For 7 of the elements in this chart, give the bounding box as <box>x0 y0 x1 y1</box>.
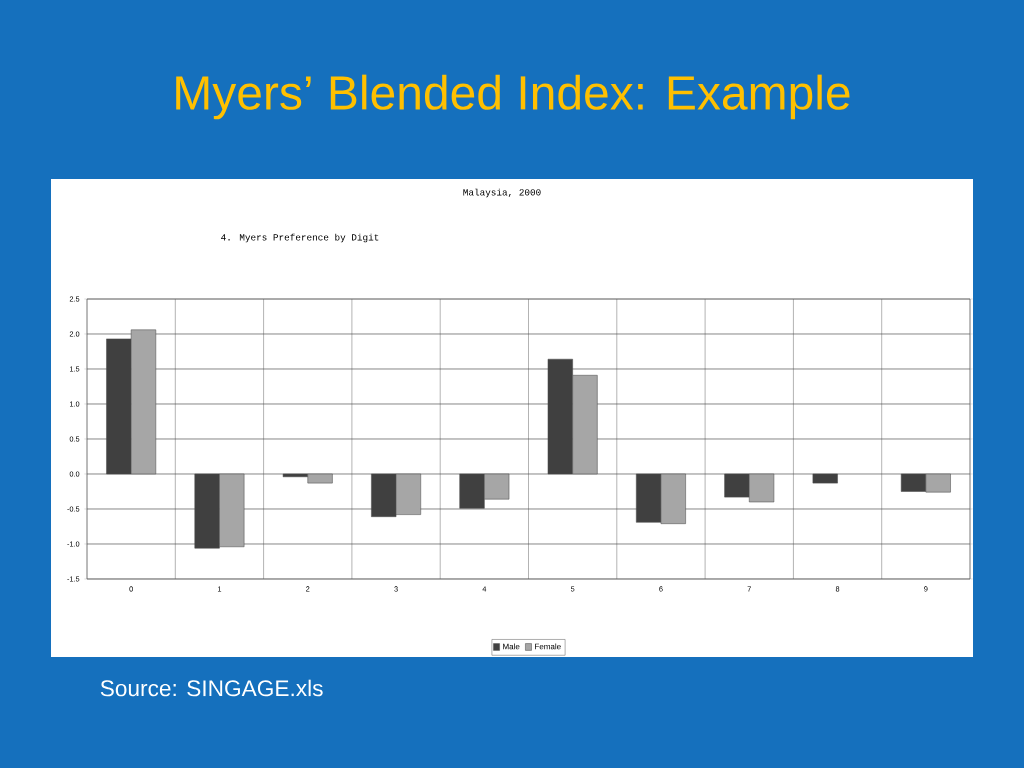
source-note: Source: SINGAGE.xls <box>100 679 323 697</box>
legend-label: Female <box>535 643 561 650</box>
legend-label: Male <box>503 643 520 650</box>
bar <box>812 473 838 484</box>
text: 4. Myers Preference by Digit <box>221 233 379 243</box>
chart-subtitle: Malaysia, 2000 <box>463 188 541 198</box>
chart-title: Myers’ Blended Index: Example <box>176 74 850 120</box>
